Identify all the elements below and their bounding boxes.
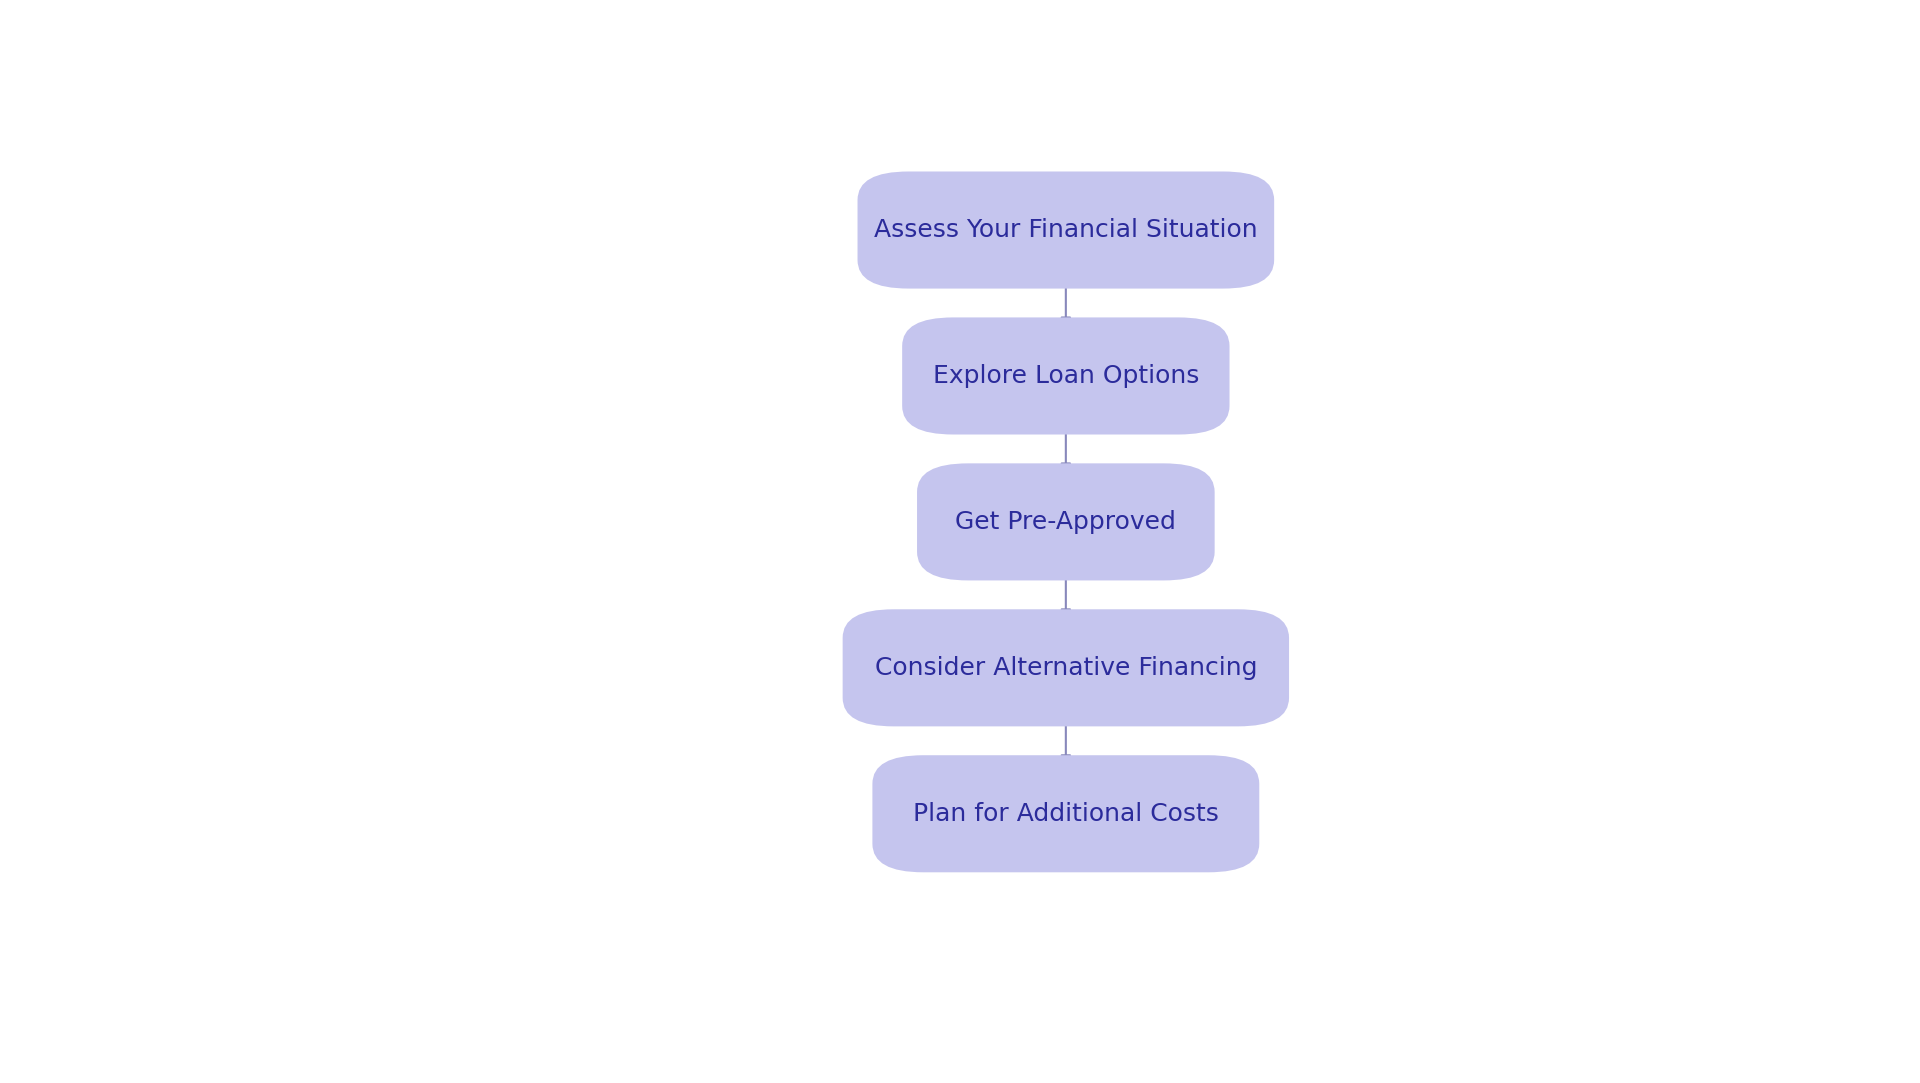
- Text: Consider Alternative Financing: Consider Alternative Financing: [876, 656, 1258, 680]
- FancyBboxPatch shape: [858, 171, 1275, 288]
- Text: Get Pre-Approved: Get Pre-Approved: [956, 510, 1177, 534]
- Text: Plan for Additional Costs: Plan for Additional Costs: [912, 801, 1219, 825]
- Text: Explore Loan Options: Explore Loan Options: [933, 364, 1198, 388]
- Text: Assess Your Financial Situation: Assess Your Financial Situation: [874, 218, 1258, 242]
- FancyBboxPatch shape: [918, 464, 1215, 580]
- FancyBboxPatch shape: [843, 610, 1288, 727]
- FancyBboxPatch shape: [902, 317, 1229, 434]
- FancyBboxPatch shape: [872, 755, 1260, 872]
